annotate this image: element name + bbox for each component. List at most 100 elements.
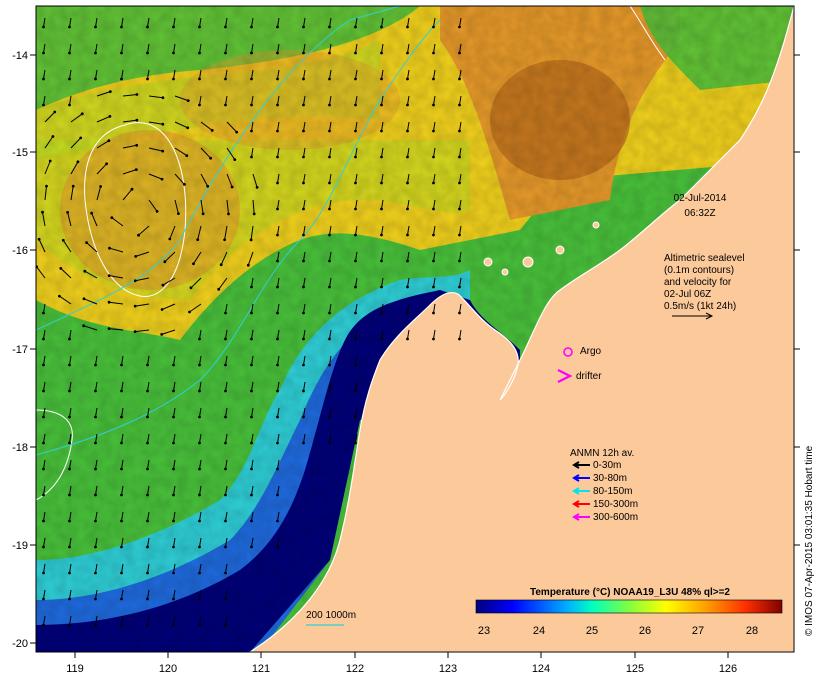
current-vector — [459, 277, 462, 288]
colorbar-title: Temperature (°C) NOAA19_L3U 48% ql>=2 — [530, 587, 730, 598]
current-vector-head — [380, 129, 383, 133]
lat-tick-label: -15 — [12, 147, 28, 159]
lon-tick-label: 119 — [66, 663, 84, 675]
current-vector-head — [380, 259, 383, 263]
current-vector-head — [146, 623, 149, 627]
current-vector — [121, 69, 124, 80]
current-vector-head — [68, 493, 71, 497]
current-vector — [43, 355, 46, 366]
current-vector-head — [120, 597, 123, 601]
current-vector-head — [406, 285, 409, 289]
current-vector-head — [120, 363, 123, 367]
current-vector-head — [302, 441, 305, 445]
current-vector — [381, 251, 384, 262]
current-vector — [43, 589, 46, 600]
current-vector — [174, 95, 189, 102]
current-vector — [459, 329, 462, 340]
current-vector-head — [328, 25, 331, 29]
current-vector — [147, 381, 150, 392]
current-vector — [277, 329, 280, 340]
altimetry-legend: Altimetric sealevel (0.1m contours) and … — [664, 253, 745, 320]
current-vector — [251, 355, 254, 366]
current-vector-head — [42, 571, 45, 575]
current-vector-head — [250, 51, 253, 55]
isobath-1000 — [36, 6, 401, 331]
current-vector-head — [219, 263, 223, 267]
current-vector — [329, 147, 332, 158]
current-vector — [59, 295, 72, 305]
current-vector — [69, 17, 72, 28]
current-vector — [122, 169, 137, 175]
current-vector-head — [224, 623, 227, 627]
current-vector-head — [458, 25, 461, 29]
current-vector — [407, 173, 410, 184]
current-vector-head — [134, 255, 138, 258]
current-vector-head — [41, 210, 44, 214]
current-vector — [355, 199, 358, 210]
current-vector-head — [94, 51, 97, 55]
current-vector-head — [68, 519, 71, 523]
current-vector-head — [224, 493, 227, 497]
current-vector-head — [354, 181, 357, 185]
current-vector — [121, 433, 124, 444]
current-vector — [407, 329, 410, 340]
current-vector-head — [380, 51, 383, 55]
current-vector — [111, 217, 124, 227]
current-vector — [251, 121, 254, 132]
current-vector — [109, 247, 124, 253]
current-vector — [433, 121, 436, 132]
current-vector-head — [250, 77, 253, 81]
current-vector-head — [250, 519, 253, 523]
current-vector-head — [177, 212, 180, 216]
current-vector — [43, 537, 46, 548]
current-vector-head — [406, 259, 409, 263]
current-vector — [121, 485, 124, 496]
current-vector — [173, 563, 176, 574]
current-vector-head — [185, 154, 189, 158]
plot-frame — [35, 5, 795, 653]
current-vector-head — [42, 389, 45, 393]
current-vector-head — [276, 389, 279, 393]
current-vector — [199, 589, 202, 600]
current-vector — [135, 277, 150, 282]
current-vector — [69, 537, 72, 548]
current-vector — [95, 43, 98, 54]
current-vector — [277, 199, 280, 210]
current-vector — [200, 173, 209, 187]
current-vector-head — [432, 103, 435, 107]
current-vector-head — [90, 211, 93, 215]
current-vector-head — [110, 216, 114, 220]
current-vector — [251, 43, 254, 54]
current-vector-head — [328, 103, 331, 107]
current-vector-head — [42, 545, 45, 549]
current-vector — [44, 160, 51, 175]
current-vector-head — [196, 238, 200, 242]
current-vector-head — [250, 545, 253, 549]
current-vector — [135, 303, 150, 307]
current-vector — [251, 69, 254, 80]
current-vector-head — [155, 210, 159, 213]
current-vector-head — [198, 415, 201, 419]
scale-arrow-head — [705, 312, 714, 320]
current-vector-head — [276, 233, 279, 237]
current-vector-head — [302, 285, 305, 289]
current-vector-head — [406, 337, 409, 341]
current-vector-head — [250, 25, 253, 29]
lat-tick-label: -16 — [12, 245, 28, 257]
current-vector-head — [146, 519, 149, 523]
current-vector — [43, 485, 46, 496]
current-vector-head — [328, 389, 331, 393]
current-vector — [69, 69, 72, 80]
current-vector — [95, 69, 98, 80]
current-vector-head — [302, 155, 305, 159]
current-vector-head — [210, 129, 214, 132]
current-vector-head — [120, 389, 123, 393]
current-vector — [277, 251, 280, 262]
current-vector — [251, 329, 254, 340]
current-vector — [459, 303, 462, 314]
altimetry-line: (0.1m contours) — [664, 265, 734, 276]
current-vector — [83, 325, 98, 331]
current-vector-head — [172, 363, 175, 367]
lon-tick-label: 122 — [346, 663, 364, 675]
current-vector — [433, 69, 436, 80]
